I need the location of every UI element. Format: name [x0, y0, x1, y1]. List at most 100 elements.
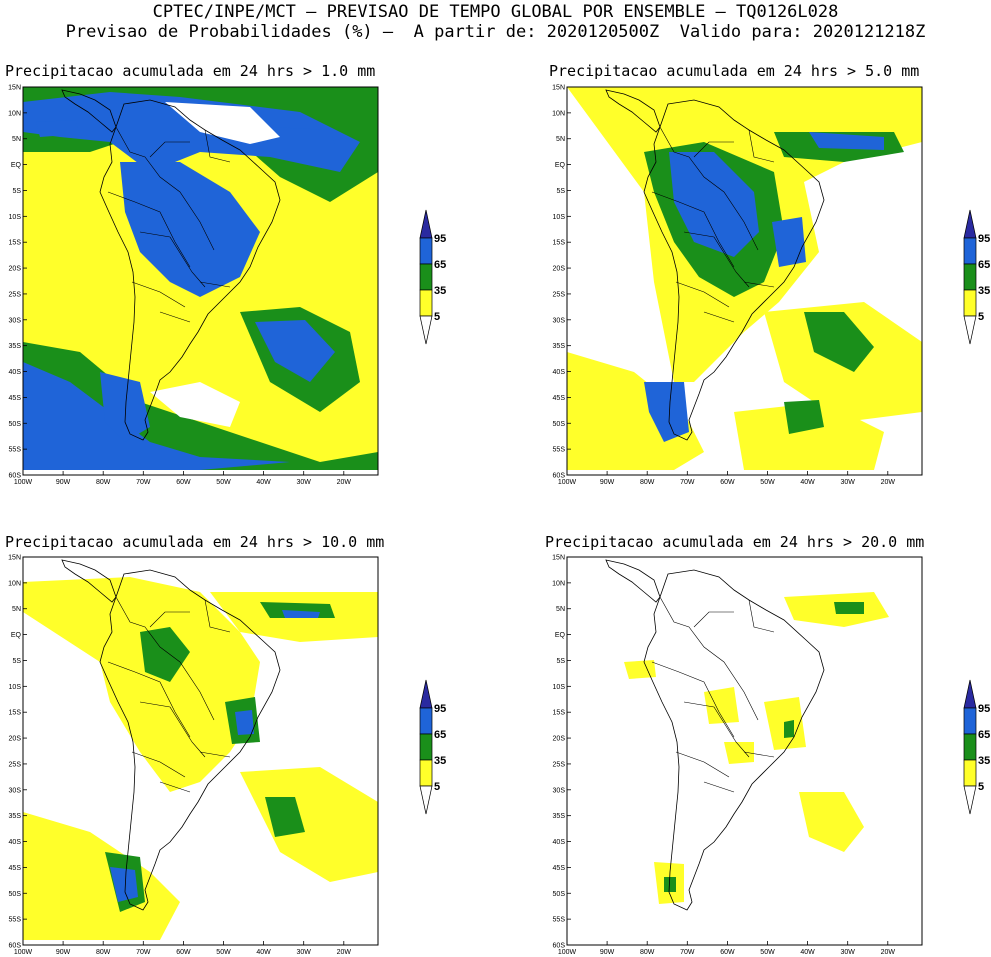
probability-region: [23, 577, 260, 792]
lat-label: 30S: [553, 317, 566, 324]
colorbar-segment: [419, 733, 433, 761]
colorbar-segment: [419, 237, 433, 265]
lat-label: 45S: [553, 395, 566, 402]
lat-label: 40S: [553, 369, 566, 376]
probability-region: [110, 867, 138, 902]
colorbar-label: 95: [434, 233, 446, 245]
probability-region: [664, 877, 676, 892]
country-border: [743, 281, 775, 288]
lon-label: 30W: [296, 949, 311, 956]
lat-label: 60S: [553, 473, 566, 480]
lat-label: 25S: [553, 291, 566, 298]
lat-label: 5S: [556, 658, 565, 665]
lat-label: 50S: [9, 891, 22, 898]
country-border: [149, 141, 190, 158]
lon-label: 40W: [256, 949, 271, 956]
central-america-coastline: [605, 89, 661, 133]
country-border: [659, 596, 759, 721]
lon-label: 70W: [680, 479, 695, 486]
probability-region: [724, 742, 754, 764]
country-border: [659, 126, 759, 251]
colorbar-label: 95: [434, 703, 446, 715]
country-border: [675, 751, 730, 778]
probability-region: [282, 610, 320, 618]
country-border: [131, 751, 186, 778]
lat-label: 50S: [553, 421, 566, 428]
lon-label: 20W: [881, 949, 896, 956]
lat-label: 50S: [553, 891, 566, 898]
lat-label: 45S: [9, 395, 22, 402]
map-panel-20mm: 15N 10N 5N EQ 5S 10S 15S 20S 25S 30S 35S 40S 45S 50S 5…: [552, 555, 923, 956]
lon-label: 100W: [14, 949, 33, 956]
country-border: [159, 311, 191, 323]
country-border: [743, 751, 775, 758]
lat-label: 10N: [8, 580, 21, 587]
lon-label: 100W: [558, 479, 577, 486]
lon-label: 70W: [136, 479, 151, 486]
probability-region: [270, 127, 335, 144]
lat-label: 15N: [8, 555, 21, 562]
colorbar-segment: [963, 237, 977, 265]
probability-region: [23, 362, 290, 470]
lon-label: 50W: [216, 479, 231, 486]
colorbar-label: 65: [434, 259, 446, 271]
colorbar-label: 35: [978, 285, 990, 297]
lon-label: 90W: [600, 949, 615, 956]
probability-region: [165, 102, 280, 144]
colorbar-5mm: 95 65 35 5: [963, 209, 990, 345]
country-border: [693, 611, 734, 628]
lat-label: 50S: [9, 421, 22, 428]
lat-label: 40S: [9, 369, 22, 376]
country-border: [748, 129, 775, 163]
lat-label: 5S: [12, 188, 21, 195]
colorbar-label: 95: [978, 703, 990, 715]
colorbar-below-5: [963, 785, 977, 815]
country-border: [199, 751, 231, 758]
lat-label: 35S: [9, 343, 22, 350]
lat-label: EQ: [11, 162, 22, 169]
country-border: [675, 281, 730, 308]
lon-label: 60W: [176, 949, 191, 956]
lon-label: 30W: [296, 479, 311, 486]
lat-label: 5N: [556, 136, 565, 143]
country-border: [651, 661, 735, 738]
lat-label: 10S: [9, 214, 22, 221]
lon-label: 60W: [720, 949, 735, 956]
colorbar-segment: [963, 289, 977, 317]
colorbar-content: 95 65 35 5: [963, 209, 990, 345]
probability-fill: [624, 592, 889, 904]
probability-region: [23, 812, 180, 940]
lat-label: 45S: [553, 865, 566, 872]
probability-region: [624, 660, 656, 679]
header-subtitle: Previsao de Probabilidades (%) – A parti…: [65, 22, 926, 42]
country-border: [139, 231, 206, 288]
header-title: CPTEC/INPE/MCT – PREVISAO DE TEMPO GLOBA…: [152, 2, 839, 22]
lat-label: 40S: [9, 839, 22, 846]
probability-region: [255, 320, 335, 382]
colorbar-label: 5: [434, 311, 440, 323]
colorbar-segment: [419, 707, 433, 735]
coastlines: [605, 559, 825, 911]
probability-region: [567, 352, 704, 470]
map-frame: [22, 556, 379, 946]
country-border: [748, 599, 775, 633]
panel-title-1mm: Precipitacao acumulada em 24 hrs > 1.0 m…: [5, 62, 376, 80]
probability-region: [809, 132, 884, 150]
probability-region: [120, 162, 260, 297]
colorbar-10mm: 95 65 35 5: [419, 679, 446, 815]
lat-label: 10S: [553, 684, 566, 691]
lon-label: 80W: [96, 479, 111, 486]
probability-region: [36, 120, 80, 137]
lon-label: 90W: [56, 479, 71, 486]
lat-label: EQ: [555, 162, 566, 169]
country-border: [115, 596, 215, 721]
colorbar-segment: [963, 733, 977, 761]
lat-label: 10S: [9, 684, 22, 691]
lat-label: 5N: [12, 136, 21, 143]
colorbar-label: 65: [978, 259, 990, 271]
lat-label: 55S: [9, 917, 22, 924]
lat-label: 35S: [553, 343, 566, 350]
country-border: [149, 611, 190, 628]
lat-label: 15S: [553, 710, 566, 717]
country-border: [693, 141, 734, 158]
